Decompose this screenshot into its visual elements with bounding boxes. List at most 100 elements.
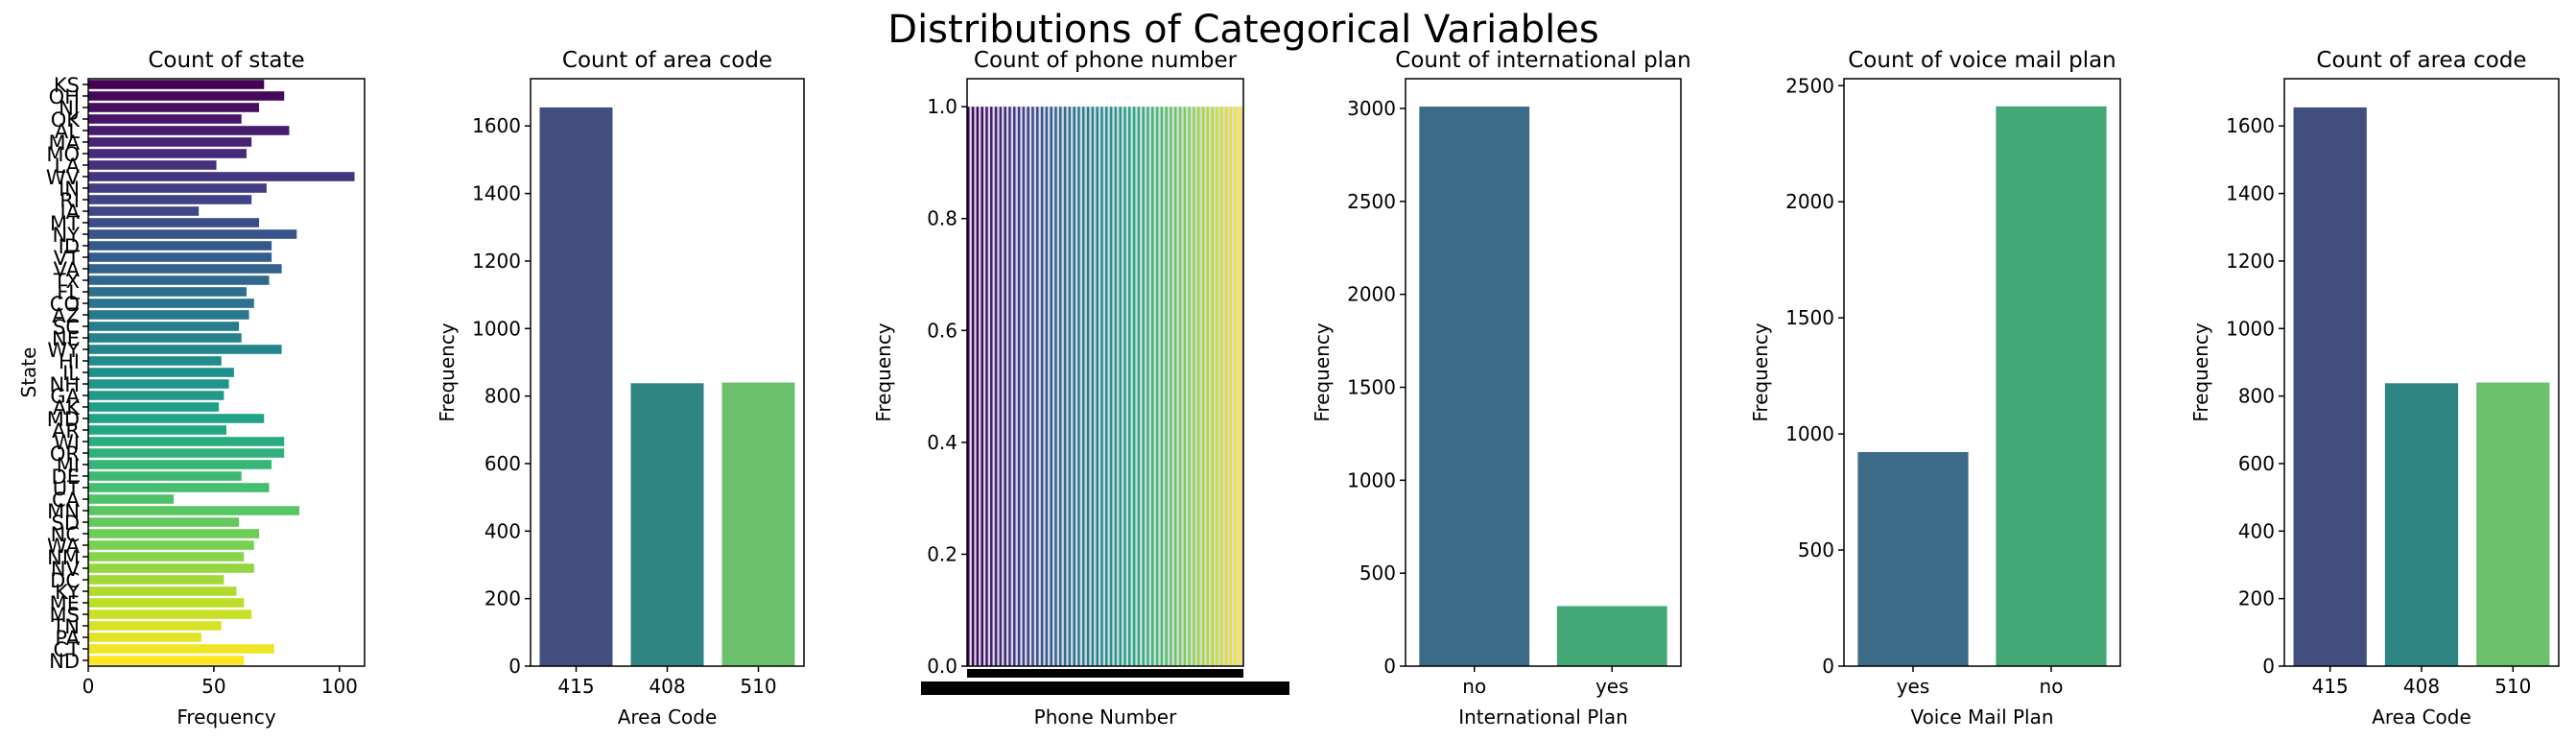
bar-gap — [1107, 107, 1110, 666]
axes-frame — [1843, 78, 2121, 667]
bar-TX — [88, 275, 270, 285]
y-tick-label: PA — [55, 627, 80, 650]
bar-510 — [721, 382, 795, 666]
x-tick-marks-band — [967, 669, 1243, 678]
bar-gap — [1241, 107, 1243, 666]
bar-RI — [88, 195, 252, 204]
y-tick-label: 1000 — [1347, 468, 1396, 491]
bar-MI — [88, 460, 272, 469]
bar-ME — [88, 598, 245, 608]
y-tick-label: 1000 — [2226, 317, 2275, 340]
bar-gap — [969, 107, 972, 666]
y-tick-label: NY — [52, 224, 80, 247]
bar-NV — [88, 563, 254, 573]
bar-phone-number — [1082, 107, 1085, 666]
y-tick-label: AK — [53, 396, 81, 419]
bar-gap — [1102, 107, 1105, 666]
bar-gap — [1117, 107, 1120, 666]
y-tick-label: VA — [54, 258, 81, 281]
y-tick-label: 0 — [1822, 655, 1834, 678]
y-tick-label: ME — [50, 592, 80, 615]
x-tick-label: no — [2040, 675, 2064, 698]
y-tick-label: NM — [47, 546, 80, 569]
bar-phone-number — [1201, 107, 1205, 666]
bar-gap — [1194, 107, 1197, 666]
bar-MT — [88, 218, 260, 227]
y-tick-label: DE — [52, 466, 80, 489]
figure-suptitle: Distributions of Categorical Variables — [887, 8, 1598, 52]
bar-PA — [88, 633, 201, 642]
bar-phone-number — [1063, 107, 1067, 666]
y-tick-label: 0 — [2262, 655, 2275, 678]
bar-phone-number — [1031, 107, 1034, 666]
bar-phone-number — [985, 107, 988, 666]
bar-phone-number — [1022, 107, 1026, 666]
bar-gap — [1006, 107, 1009, 666]
bar-ND — [88, 656, 245, 665]
y-tick-label: MT — [50, 212, 80, 235]
y-tick-label: MD — [47, 408, 80, 431]
bar-phone-number — [1183, 107, 1187, 666]
bar-phone-number — [1004, 107, 1007, 666]
bar-phone-number — [1027, 107, 1030, 666]
y-tick-label: SD — [51, 512, 80, 535]
y-tick-label: WV — [46, 166, 81, 189]
bar-phone-number — [1008, 107, 1011, 666]
bar-phone-number — [1040, 107, 1044, 666]
y-tick-label: 1.0 — [927, 95, 957, 118]
bar-gap — [1033, 107, 1036, 666]
bar-gap — [1232, 107, 1235, 666]
bar-phone-number — [1077, 107, 1080, 666]
y-tick-label: IN — [59, 178, 80, 201]
y-tick-label: 500 — [1798, 538, 1834, 562]
bar-phone-number — [1206, 107, 1210, 666]
y-tick-label: 0.6 — [927, 319, 957, 342]
bar-NY — [88, 229, 297, 239]
bar-gap — [1066, 107, 1069, 666]
bar-NH — [88, 379, 229, 389]
y-tick-label: NH — [50, 373, 81, 396]
bar-phone-number — [999, 107, 1003, 666]
bar-gap — [1214, 107, 1217, 666]
axes-frame — [966, 78, 1244, 667]
bar-phone-number — [1178, 107, 1182, 666]
bar-gap — [1010, 107, 1013, 666]
x-tick-labels-band — [921, 681, 1289, 695]
bar-gap — [1125, 107, 1128, 666]
bar-gap — [1186, 107, 1189, 666]
bar-KY — [88, 586, 237, 596]
bar-gap — [1094, 107, 1097, 666]
y-axis-label: Frequency — [436, 323, 459, 421]
chart-panel-3: Count of phone number 0.0 0.2 0.4 0.6 0.8 1.0 P… — [872, 48, 1289, 729]
bar-ID — [88, 241, 272, 251]
bar-gap — [1222, 107, 1225, 666]
x-axis-label: Frequency — [177, 705, 275, 729]
bar-UT — [88, 483, 270, 492]
chart-panel-6: Count of area code 415 408 510 0 200 400 600 800… — [2189, 48, 2560, 729]
bar-gap — [1135, 107, 1138, 666]
y-tick-label: CA — [52, 489, 81, 512]
bar-gap — [1075, 107, 1078, 666]
y-tick-label: FL — [57, 281, 80, 304]
y-tick-label: WY — [47, 339, 80, 362]
y-tick-label: TX — [53, 270, 80, 293]
bar-phone-number — [1068, 107, 1072, 666]
y-tick-label: UT — [53, 477, 80, 500]
bar-TN — [88, 621, 222, 631]
y-tick-label: AR — [52, 419, 80, 442]
bar-DC — [88, 575, 225, 585]
y-tick-label: RI — [59, 189, 80, 212]
y-tick-label: MI — [57, 454, 80, 477]
chart-panel-5: Count of voice mail plan yes no 0 500 1000 150… — [1749, 48, 2121, 729]
y-tick-label: SC — [53, 316, 80, 339]
bar-phone-number — [1234, 107, 1238, 666]
bar-MN — [88, 506, 299, 515]
bar-gap — [1079, 107, 1082, 666]
bar-gap — [1176, 107, 1179, 666]
bar-510 — [2476, 382, 2550, 666]
bar-phone-number — [1216, 107, 1218, 666]
bar-phone-number — [1096, 107, 1099, 666]
bar-phone-number — [1160, 107, 1164, 666]
bar-gap — [1089, 107, 1092, 666]
